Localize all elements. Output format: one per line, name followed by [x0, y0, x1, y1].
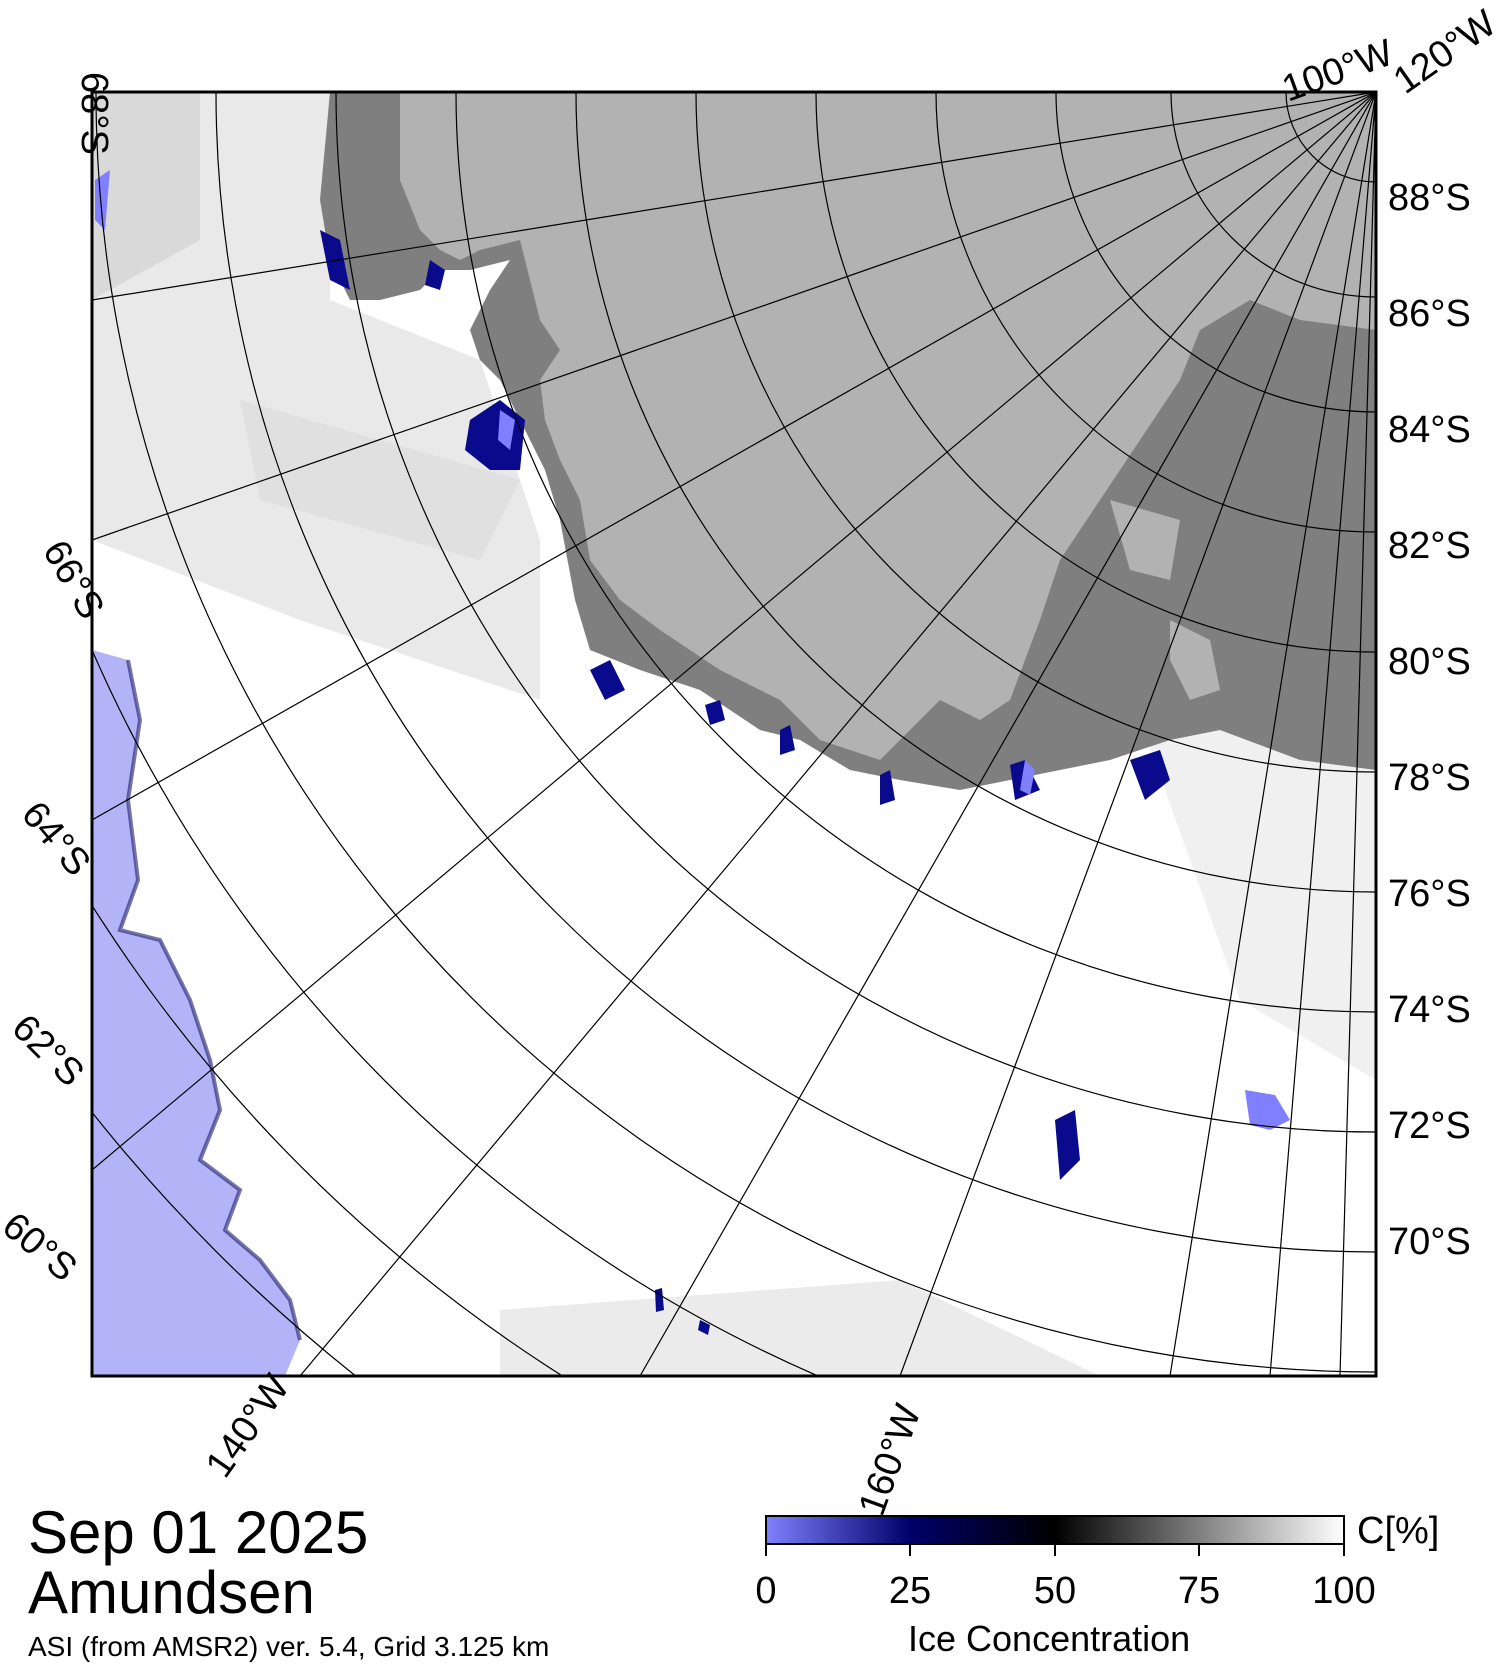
land-patch [1170, 620, 1220, 700]
lat-label: 74°S [1388, 989, 1471, 1031]
colorbar-title: Ice Concentration [908, 1618, 1191, 1659]
colorbar-tick-label: 50 [1033, 1570, 1077, 1612]
lat-label: 64°S [13, 794, 98, 884]
colorbar-tick-label: 25 [888, 1570, 932, 1612]
lat-label: 82°S [1388, 525, 1471, 567]
ice-edge [117, 659, 302, 1341]
lat-label: 60°S [0, 1205, 85, 1290]
pack-ice-texture [240, 400, 520, 560]
lat-label: 62°S [4, 1007, 92, 1095]
lon-label: 160°W [851, 1399, 930, 1521]
lat-label: 86°S [1388, 293, 1471, 335]
lon-label: 120°W [1386, 2, 1499, 102]
lat-labels-right: 88°S 86°S 84°S 82°S 80°S 78°S 76°S 74°S … [1388, 177, 1471, 1263]
ice-shelf-patch [1200, 350, 1270, 470]
pack-ice-texture-dark [92, 92, 200, 300]
lat-label: 80°S [1388, 641, 1471, 683]
pack-ice-texture [500, 1280, 1100, 1376]
lat-label: 72°S [1388, 1105, 1471, 1147]
colorbar-unit: C[%] [1357, 1510, 1440, 1552]
colorbar [765, 1515, 1345, 1545]
colorbar-tick-label: 100 [1312, 1570, 1376, 1612]
open-water-patches [95, 170, 1290, 1130]
land-patch [1110, 500, 1180, 580]
lat-label: 70°S [1388, 1221, 1471, 1263]
colorbar-tick-label: 75 [1177, 1570, 1221, 1612]
land [400, 92, 1376, 760]
lat-label: 76°S [1388, 873, 1471, 915]
lat-label: 88°S [1388, 177, 1471, 219]
colorbar-tick-label: 0 [755, 1570, 777, 1612]
colorbar-ticks [765, 1544, 1345, 1556]
open-water [92, 650, 300, 1376]
map-frame [90, 90, 1378, 1378]
lat-label: 78°S [1388, 757, 1471, 799]
lon-label: 140°W [198, 1367, 298, 1485]
region-name: Amundsen [28, 1559, 315, 1626]
lat-label: 84°S [1388, 409, 1471, 451]
map-date: Sep 01 2025 [28, 1499, 369, 1566]
lat-label: 68°S [73, 72, 115, 155]
data-credit: ASI (from AMSR2) ver. 5.4, Grid 3.125 km [28, 1631, 550, 1662]
pack-ice-texture [92, 92, 540, 700]
